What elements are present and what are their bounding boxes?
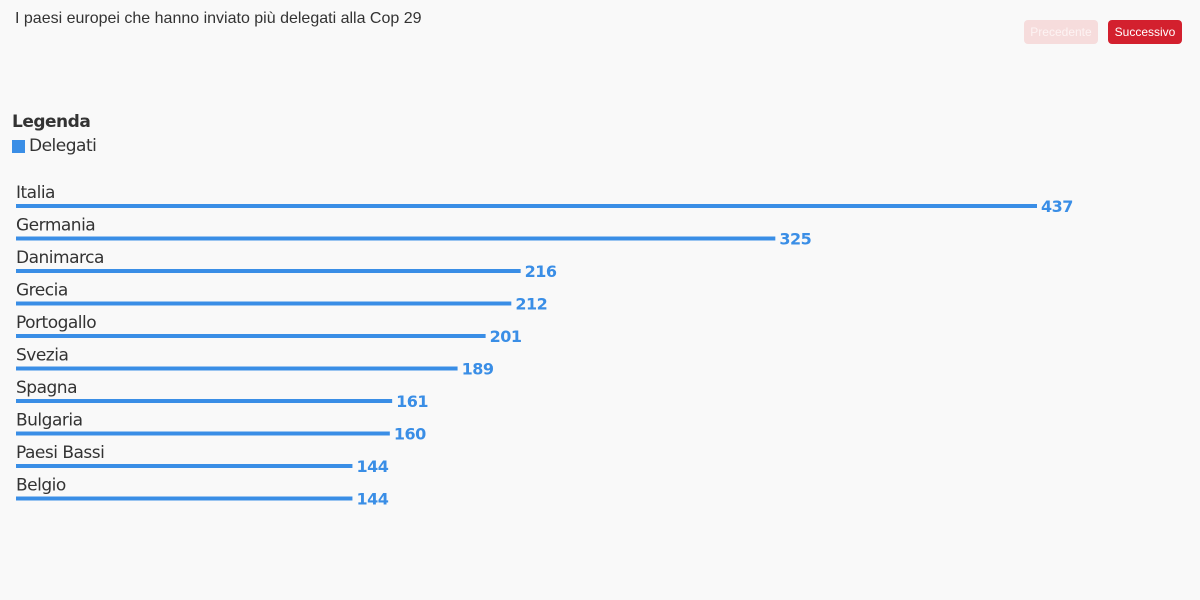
data-label: 144 [356,490,388,509]
data-label: 160 [394,425,426,444]
category-label: Svezia [16,346,68,366]
data-label: 201 [490,327,522,346]
category-label: Bulgaria [16,411,83,431]
previous-button[interactable]: Precedente [1024,20,1098,44]
category-label: Germania [16,216,95,236]
category-label: Spagna [16,378,77,398]
bar[interactable] [16,301,512,306]
category-label: Portogallo [16,313,96,333]
category-label: Danimarca [16,248,104,268]
category-label: Belgio [16,476,66,496]
legend-label: Delegati [29,136,97,156]
legend-item-delegati: Delegati [12,136,97,156]
data-label: 437 [1041,197,1073,216]
category-label: Paesi Bassi [16,443,104,463]
bar[interactable] [16,366,458,371]
bar[interactable] [16,334,486,338]
data-label: 212 [515,295,547,314]
category-label: Grecia [16,281,68,301]
chart-title: I paesi europei che hanno inviato più de… [15,10,422,27]
data-label: 144 [356,457,388,476]
legend-title: Legenda [12,112,91,132]
bar[interactable] [16,464,353,468]
category-label: Italia [16,183,55,203]
data-label: 216 [525,262,557,281]
data-label: 189 [462,360,494,379]
bar[interactable] [16,399,393,403]
bar[interactable] [16,204,1037,208]
bar[interactable] [16,236,776,241]
bar[interactable] [16,496,353,501]
bar[interactable] [16,269,521,273]
data-label: 325 [779,230,811,249]
next-button[interactable]: Successivo [1108,20,1182,44]
legend: Legenda Delegati [12,112,97,156]
data-label: 161 [396,392,428,411]
legend-swatch [12,139,25,153]
bar[interactable] [16,431,390,436]
